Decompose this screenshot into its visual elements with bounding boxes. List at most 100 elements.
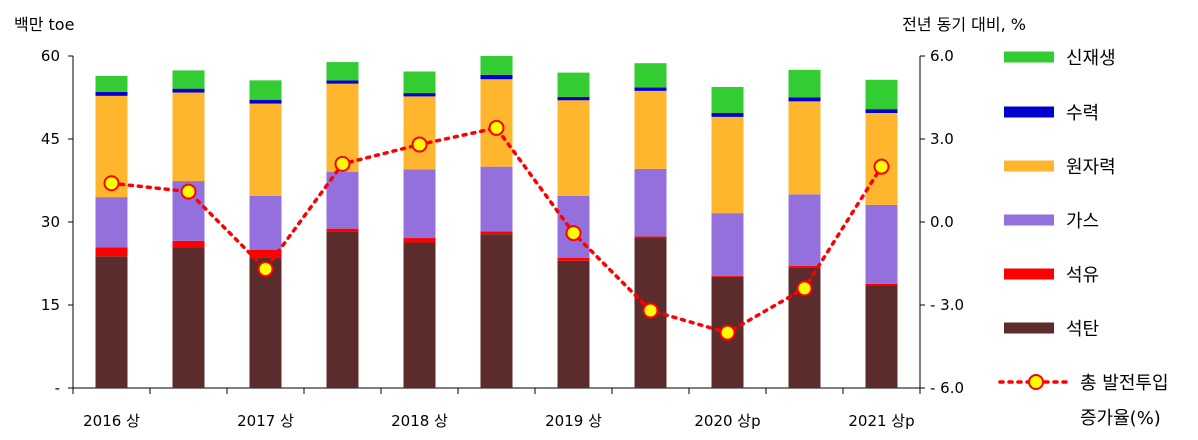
bar-segment [711, 112, 744, 117]
bar-segment [711, 116, 744, 214]
bar-segment [95, 247, 128, 257]
growth-rate-point [719, 324, 736, 341]
right-tick-label: 6.0 [930, 47, 954, 65]
right-axis-title: 전년 동기 대비, % [902, 15, 1026, 34]
legend-swatch [1004, 268, 1054, 280]
left-tick-label: 30 [41, 213, 60, 231]
growth-rate-point [103, 175, 120, 192]
bar-segment [788, 194, 821, 266]
bar-segment [480, 166, 513, 232]
bar-segment [403, 93, 436, 97]
bar-segment [557, 72, 590, 97]
x-tick-label: 2018 상 [391, 412, 448, 430]
legend-swatch [1004, 160, 1054, 172]
bars [95, 56, 898, 388]
growth-rate-point [411, 136, 428, 153]
bar-segment [711, 275, 744, 277]
bar-segment [557, 257, 590, 261]
legend-label: 수력 [1066, 103, 1099, 124]
bar-segment [172, 248, 205, 388]
bar-segment [95, 256, 128, 388]
bar-segment [326, 228, 359, 232]
bar-segment [788, 265, 821, 268]
x-tick-label: 2017 상 [237, 412, 294, 430]
bar-segment [865, 283, 898, 286]
legend-label: 신재생 [1066, 48, 1116, 69]
bar-segment [249, 80, 282, 100]
x-tick-label: 2021 상p [848, 412, 914, 430]
bar-segment [557, 260, 590, 388]
bar-segment [403, 238, 436, 243]
growth-rate-point [257, 261, 274, 278]
bar-segment [865, 79, 898, 110]
legend-label: 석유 [1066, 265, 1099, 286]
bar-segment [480, 74, 513, 80]
bar-segment [326, 231, 359, 388]
bar-segment [172, 240, 205, 249]
growth-rate-point [488, 119, 505, 136]
bar-segment [788, 101, 821, 195]
bar-segment [249, 257, 282, 388]
right-tick-label: - 3.0 [930, 296, 964, 314]
legend-label: 가스 [1066, 211, 1099, 232]
bar-segment [403, 96, 436, 170]
bar-segment [865, 285, 898, 388]
legend-label: 원자력 [1066, 157, 1116, 178]
legend-swatch [1004, 214, 1054, 226]
bar-segment [95, 91, 128, 96]
bar-segment [403, 71, 436, 94]
bar-segment [172, 92, 205, 182]
growth-rate-point [873, 158, 890, 175]
left-tick-label: 45 [41, 130, 60, 148]
bar-segment [634, 168, 667, 237]
tick-labels: - 15 30 45 60 - 6.0 - 3.0 0.0 3.0 6.0 2016 상 2017 상… [14, 15, 1026, 430]
bar-segment [249, 103, 282, 196]
left-axis-title: 백만 toe [14, 15, 74, 34]
bar-segment [865, 204, 898, 284]
bar-segment [634, 90, 667, 169]
bar-segment [788, 97, 821, 102]
bar-segment [326, 62, 359, 81]
bar-segment [634, 87, 667, 91]
legend-line-label: 총 발전투입 [1080, 373, 1169, 394]
bar-segment [249, 249, 282, 258]
legend-swatch [1004, 322, 1054, 334]
x-tick-label: 2020 상p [694, 412, 760, 430]
bar-segment [557, 100, 590, 196]
bar-segment [711, 213, 744, 276]
bar-segment [403, 242, 436, 388]
bar-segment [249, 99, 282, 104]
bar-segment [711, 86, 744, 113]
legend-label: 석탄 [1066, 319, 1099, 340]
bar-segment [172, 70, 205, 89]
growth-line [103, 119, 890, 341]
bar-segment [95, 197, 128, 248]
legend-swatch [1004, 106, 1054, 118]
legend-swatch [1004, 51, 1054, 63]
bar-segment [634, 63, 667, 88]
bar-segment [249, 195, 282, 250]
bar-segment [634, 236, 667, 239]
left-tick-label: - [55, 379, 60, 397]
growth-rate-point [180, 183, 197, 200]
bar-segment [557, 96, 590, 101]
bar-segment [326, 80, 359, 84]
left-tick-label: 60 [41, 47, 60, 65]
bar-segment [403, 169, 436, 239]
growth-rate-point [334, 155, 351, 172]
legend-line-marker [1028, 374, 1044, 390]
x-tick-label: 2016 상 [83, 412, 140, 430]
right-tick-label: 0.0 [930, 213, 954, 231]
right-tick-label: - 6.0 [930, 379, 964, 397]
x-tick-label: 2019 상 [545, 412, 602, 430]
bar-segment [172, 88, 205, 93]
growth-rate-point [796, 280, 813, 297]
bar-segment [480, 56, 513, 75]
bar-segment [865, 109, 898, 113]
bar-segment [480, 234, 513, 388]
bar-segment [95, 75, 128, 92]
legend-line-label-2: 증가율(%) [1080, 408, 1161, 429]
right-tick-label: 3.0 [930, 130, 954, 148]
